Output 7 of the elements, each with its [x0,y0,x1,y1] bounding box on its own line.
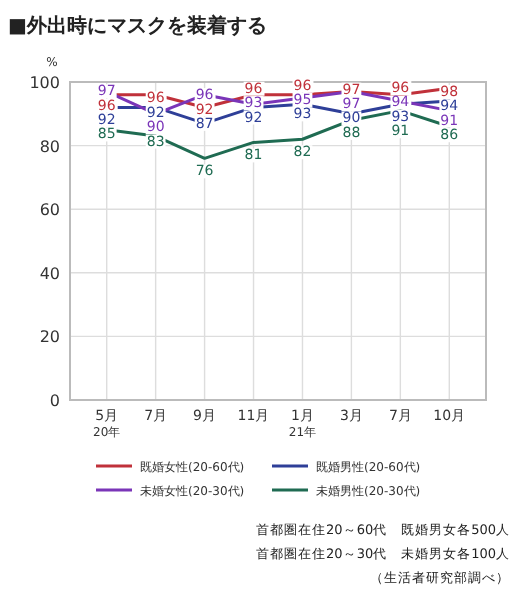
y-tick-label: 60 [39,201,60,220]
chart-title: ■外出時にマスクを装着する [8,14,267,38]
y-tick-label: 40 [39,264,60,283]
y-tick-label: 20 [39,328,60,347]
y-tick-label: 100 [29,74,60,92]
y-tick-label: 80 [39,137,60,156]
y-tick-label: 0 [49,392,60,410]
